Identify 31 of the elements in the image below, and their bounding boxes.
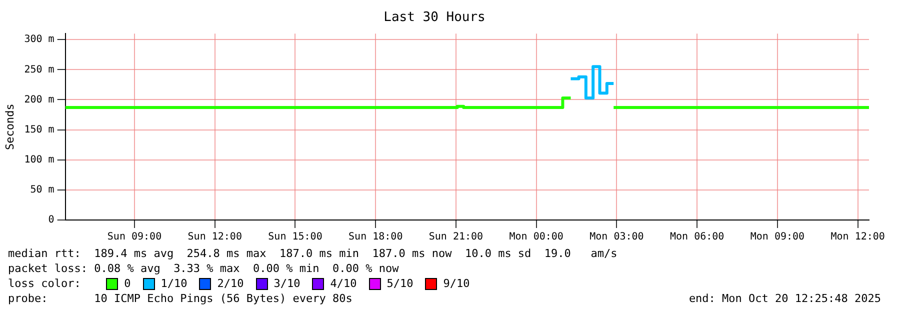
x-tick-label: Sun 18:00 — [348, 232, 403, 243]
legend-label: 4/10 — [330, 276, 357, 291]
x-tick-label: Sun 15:00 — [268, 232, 322, 243]
x-tick-label: Sun 09:00 — [107, 232, 162, 243]
x-tick-label: Mon 09:00 — [750, 232, 805, 243]
legend-label: 0 — [124, 276, 131, 291]
y-tick-label: 250 m — [24, 64, 54, 76]
chart-title: Last 30 Hours — [384, 10, 486, 26]
x-tick-label: Mon 00:00 — [509, 232, 564, 243]
x-tick-label: Sun 12:00 — [188, 232, 242, 243]
x-tick-label: Mon 06:00 — [670, 232, 724, 243]
y-tick-label: 50 m — [30, 184, 54, 196]
y-tick-label: 150 m — [24, 124, 54, 136]
legend-label: 3/10 — [274, 276, 300, 291]
text: packet loss: 0.08 % avg 3.33 % max 0.00 % min 0.00 % now — [7, 261, 400, 276]
y-tick-label: 300 m — [24, 34, 54, 46]
x-tick-label: Sun 21:00 — [428, 232, 484, 243]
legend-label: 1/10 — [160, 276, 188, 291]
text: median rtt: 189.4 ms avg 254.8 ms max 187.0 ms min 187.0 ms now 10.0 ms sd 19.0 am/s — [7, 246, 618, 261]
legend-label: 9/10 — [443, 276, 470, 291]
y-tick-label: 200 m — [24, 94, 54, 106]
legend-label: 2/10 — [217, 276, 244, 291]
x-tick-label: Mon 12:00 — [830, 232, 885, 243]
text: probe: 10 ICMP Echo Pings (56 Bytes) every 80s — [8, 291, 352, 306]
legend-title: loss color: — [8, 276, 82, 291]
y-tick-label: 0 — [48, 214, 54, 226]
y-axis-title: Seconds — [3, 104, 16, 150]
y-tick-label: 100 m — [24, 154, 54, 166]
text: end: Mon Oct 20 12:25:48 2025 — [688, 291, 881, 306]
legend-label: 5/10 — [386, 276, 414, 291]
x-tick-label: Mon 03:00 — [590, 232, 644, 243]
